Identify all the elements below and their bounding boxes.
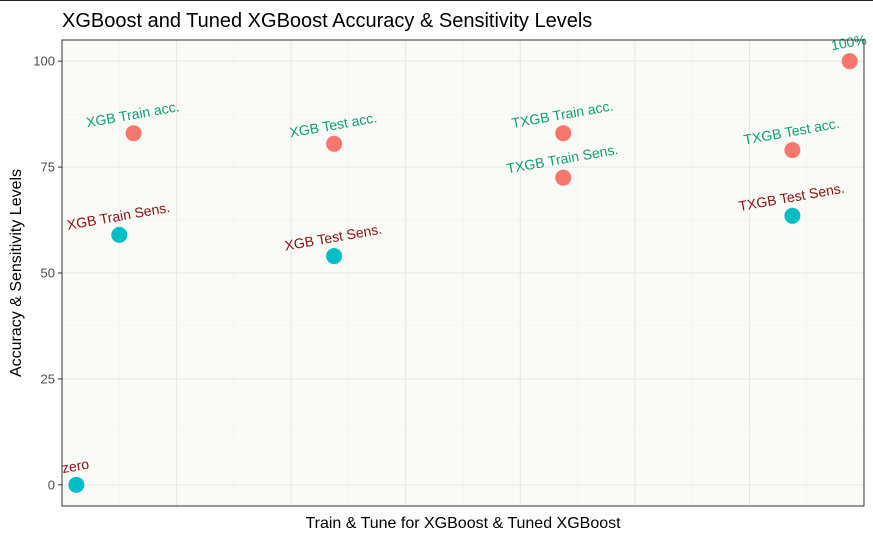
point-label: 100% bbox=[830, 31, 868, 53]
plot-panel-border bbox=[61, 39, 865, 507]
data-point-accuracy bbox=[555, 169, 572, 186]
y-tick-label: 100 bbox=[33, 54, 55, 69]
data-point-sensitivity bbox=[326, 248, 343, 265]
chart-title: XGBoost and Tuned XGBoost Accuracy & Sen… bbox=[62, 10, 592, 32]
y-tick-label: 0 bbox=[48, 477, 55, 492]
x-axis-title: Train & Tune for XGBoost & Tuned XGBoost bbox=[305, 515, 621, 532]
y-tick-label: 50 bbox=[41, 266, 55, 281]
y-tick-label: 25 bbox=[41, 371, 55, 386]
y-tick-label: 75 bbox=[41, 160, 55, 175]
data-point-accuracy bbox=[326, 135, 343, 152]
y-axis-ticks: 0 25 50 75 100 bbox=[33, 54, 62, 492]
data-points bbox=[68, 53, 858, 493]
data-point-accuracy bbox=[555, 125, 572, 142]
data-point-accuracy bbox=[125, 125, 142, 142]
y-axis-title: Accuracy & Sensitivity Levels bbox=[8, 169, 25, 377]
data-point-sensitivity bbox=[784, 207, 801, 224]
grid-lines bbox=[62, 40, 864, 506]
point-label: zero bbox=[61, 456, 91, 477]
data-point-accuracy bbox=[841, 53, 858, 70]
data-point-sensitivity bbox=[111, 226, 128, 243]
data-point-accuracy bbox=[784, 142, 801, 159]
data-point-sensitivity bbox=[68, 476, 85, 493]
